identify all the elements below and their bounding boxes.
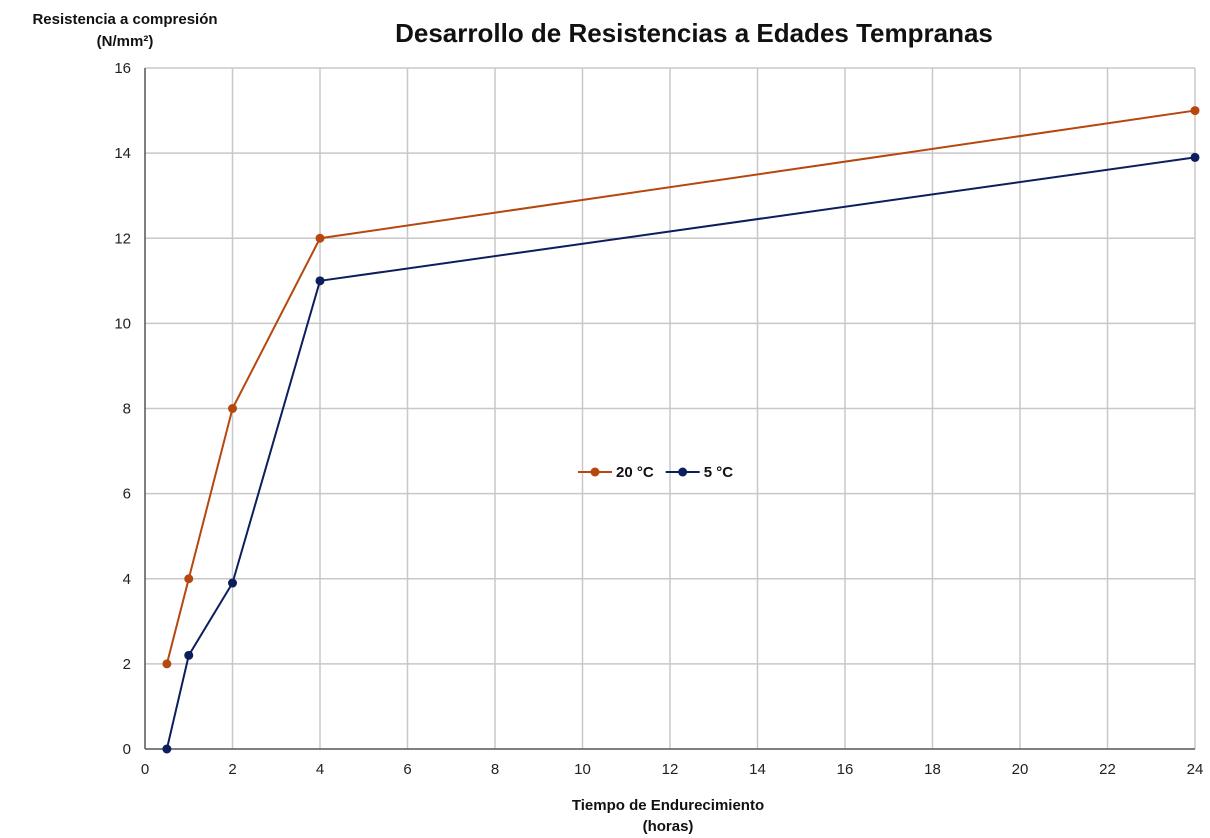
- y-tick-label: 16: [114, 60, 131, 77]
- y-tick-label: 8: [123, 401, 131, 418]
- data-point: [228, 404, 237, 413]
- data-point: [315, 276, 325, 286]
- x-tick-label: 22: [1099, 761, 1116, 778]
- series-line-0: [165, 109, 1196, 665]
- x-tick-label: 16: [837, 761, 854, 778]
- x-axis-unit: (horas): [643, 818, 694, 835]
- legend-label: 20 °C: [616, 464, 654, 481]
- y-tick-label: 10: [114, 315, 131, 332]
- x-axis-title: Tiempo de Endurecimiento: [572, 797, 764, 814]
- data-point: [315, 233, 325, 243]
- x-tick-label: 6: [403, 761, 411, 778]
- series: [162, 106, 1200, 754]
- data-point: [162, 659, 172, 669]
- y-tick-label: 4: [123, 571, 131, 588]
- y-tick-label: 14: [114, 145, 131, 162]
- data-point: [1190, 106, 1200, 116]
- x-tick-label: 2: [228, 761, 236, 778]
- x-tick-label: 8: [491, 761, 499, 778]
- series-line-1: [165, 156, 1196, 750]
- legend-swatch-marker: [590, 467, 600, 477]
- y-axis-title: Resistencia a compresión: [32, 11, 217, 28]
- legend-swatch-marker: [678, 467, 688, 477]
- y-tick-label: 0: [123, 741, 131, 758]
- data-point: [184, 650, 194, 660]
- data-point: [228, 578, 237, 588]
- legend: 20 °C 5 °C: [578, 464, 733, 481]
- x-tick-label: 24: [1187, 761, 1204, 778]
- legend-label: 5 °C: [704, 464, 734, 481]
- grid: [145, 67, 1196, 749]
- y-tick-label: 2: [123, 656, 131, 673]
- x-tick-label: 20: [1012, 761, 1029, 778]
- x-tick-label: 10: [574, 761, 591, 778]
- chart-title: Desarrollo de Resistencias a Edades Temp…: [395, 18, 993, 48]
- y-tick-label: 12: [114, 230, 131, 247]
- data-point: [184, 574, 194, 584]
- x-tick-label: 18: [924, 761, 941, 778]
- data-point: [162, 744, 172, 754]
- data-point: [1190, 152, 1200, 162]
- x-tick-label: 14: [749, 761, 766, 778]
- y-tick-label: 6: [123, 486, 131, 503]
- x-tick-label: 4: [316, 761, 324, 778]
- y-axis-unit: (N/mm²): [97, 33, 154, 50]
- x-tick-label: 0: [141, 761, 149, 778]
- x-tick-label: 12: [662, 761, 679, 778]
